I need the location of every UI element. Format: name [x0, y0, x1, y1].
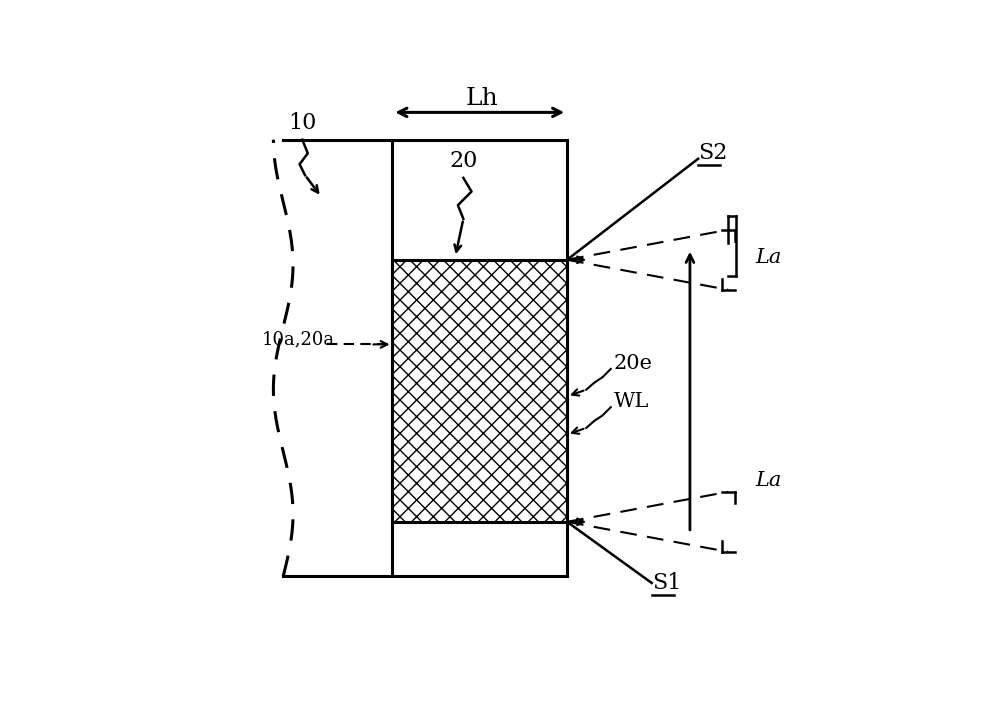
Text: S2: S2 — [698, 143, 727, 164]
Text: 10a,20a: 10a,20a — [261, 330, 334, 348]
Text: WL: WL — [613, 392, 649, 411]
Text: S1: S1 — [652, 572, 681, 594]
Text: La: La — [755, 247, 782, 267]
Text: Lh: Lh — [466, 86, 499, 110]
Text: 10: 10 — [288, 112, 317, 134]
Text: 20e: 20e — [613, 354, 652, 373]
Bar — [392, 259, 567, 522]
Text: La: La — [755, 471, 782, 491]
Text: 20: 20 — [449, 150, 478, 172]
